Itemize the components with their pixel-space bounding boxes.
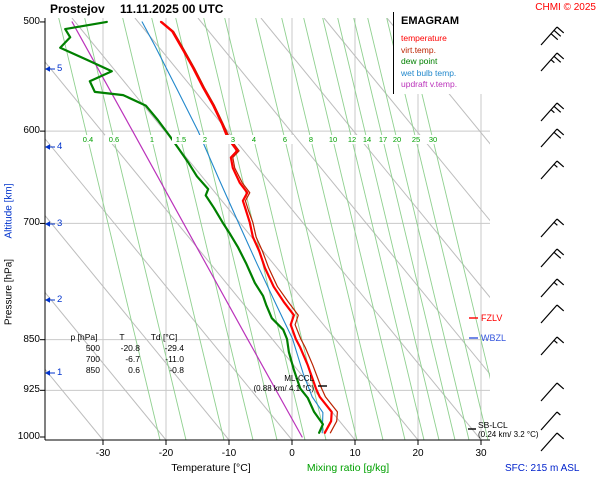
mixing-ratio-lines (58, 18, 490, 440)
mixing-ratio-value-label: 14 (358, 135, 376, 144)
mixing-ratio-value-label: 1.5 (172, 135, 190, 144)
temp-tick-label: 0 (289, 448, 295, 459)
sb-lcl-detail: (0.24 km/ 3.2 °C) (478, 430, 539, 439)
altitude-tick-label: 4 (57, 141, 63, 152)
temperature-axis-label: Temperature [°C] (171, 462, 251, 474)
pressure-tick-label: 600 (23, 125, 40, 137)
mixing-ratio-value-label: 3 (224, 135, 242, 144)
pressure-tick-label: 850 (23, 333, 40, 345)
pressure-tick-label: 1000 (17, 431, 40, 442)
table-header-row: p [hPa] T Td [°C] (66, 332, 186, 343)
mixing-ratio-value-label: 8 (302, 135, 320, 144)
pressure-tick-label: 500 (23, 15, 40, 27)
temp-tick-label: 20 (412, 448, 424, 459)
temp-tick-label: -30 (95, 448, 111, 459)
sounding-datetime: 11.11.2025 00 UTC (120, 2, 224, 16)
curve-wet-bulb-temp (141, 21, 324, 434)
altitude-tick-arrows (45, 66, 55, 376)
table-row: 700 -6.7 -11.0 (66, 354, 186, 365)
mixing-ratio-value-label: 20 (388, 135, 406, 144)
mixing-ratio-value-label: 1 (143, 135, 161, 144)
mixing-ratio-value-label: 0.4 (79, 135, 97, 144)
mixing-ratio-value-label: 2 (196, 135, 214, 144)
altitude-tick-label: 2 (57, 294, 63, 305)
station-name: Prostejov (50, 2, 105, 16)
altitude-axis-label: Altitude [km] (3, 183, 15, 239)
pressure-tick-label: 700 (23, 217, 40, 229)
legend-item: dew point (401, 56, 438, 66)
mixing-ratio-value-label: 30 (424, 135, 442, 144)
wbzl-label: WBZL (481, 333, 507, 343)
mixing-ratio-value-label: 6 (276, 135, 294, 144)
sounding-curves (59, 20, 338, 438)
mixing-ratio-value-label: 17 (374, 135, 392, 144)
table-cell: -29.4 (164, 343, 184, 353)
mixing-ratio-value-label: 0.6 (105, 135, 123, 144)
sounding-table: p [hPa] T Td [°C] 500 -20.8 -29.4 700 -6.7 -11.0… (66, 332, 186, 376)
mixing-ratio-value-label: 25 (407, 135, 425, 144)
annotation-ticks (318, 317, 478, 430)
mixing-ratio-value-label: 4 (245, 135, 263, 144)
table-cell: T (119, 332, 125, 342)
table-cell: 0.6 (128, 365, 140, 375)
altitude-tick-label: 3 (57, 218, 63, 229)
fzlv-label: FZLV (481, 313, 503, 323)
mixing-ratio-axis-label: Mixing ratio [g/kg] (306, 462, 390, 474)
axes (40, 18, 490, 445)
sb-lcl-label: SB-LCL (478, 420, 508, 430)
table-row: 500 -20.8 -29.4 (66, 343, 186, 354)
mixing-ratio-value-label: 12 (343, 135, 361, 144)
altitude-tick-label: 1 (57, 367, 63, 378)
table-cell: -6.7 (125, 354, 140, 364)
table-cell: Td [°C] (150, 332, 178, 342)
sb-lcl-annotation: SB-LCL (0.24 km/ 3.2 °C) (478, 420, 539, 440)
table-cell: 700 (85, 354, 100, 364)
curve-temperature (159, 20, 333, 434)
table-cell: -20.8 (120, 343, 140, 353)
altitude-tick-label: 5 (57, 63, 63, 74)
temp-tick-label: 30 (475, 448, 487, 459)
curve-dew-point (59, 20, 324, 434)
ml-ccl-detail: (0.88 km/ 4.1 °C) (253, 384, 314, 393)
table-cell: -11.0 (165, 354, 184, 364)
legend-title: EMAGRAM (401, 15, 460, 27)
copyright-label: CHMI © 2025 (535, 2, 596, 13)
temp-tick-label: -10 (221, 448, 237, 459)
legend-item: wet bulb temp. (401, 67, 457, 78)
table-row: 850 0.6 -0.8 (66, 365, 186, 376)
table-cell: 850 (85, 365, 100, 375)
legend: EMAGRAM temperature virt.temp. dew point we… (393, 12, 497, 94)
table-cell: p [hPa] (70, 332, 98, 342)
ml-ccl-label: ML-CCL (284, 374, 314, 383)
temp-tick-label: -20 (158, 448, 174, 459)
pressure-axis-label: Pressure [hPa] (3, 258, 15, 326)
wind-barbs (540, 26, 565, 452)
surface-elevation-label: SFC: 215 m ASL (505, 463, 580, 474)
mixing-ratio-value-label: 10 (324, 135, 342, 144)
table-cell: 500 (85, 343, 100, 353)
dry-adiabat-lines (45, 18, 490, 440)
ml-ccl-annotation: ML-CCL (0.88 km/ 4.1 °C) (226, 374, 314, 394)
legend-item: temperature (401, 33, 447, 43)
pressure-tick-label: 925 (23, 384, 40, 396)
legend-item: updraft v.temp. (401, 79, 458, 89)
legend-item-list: temperature virt.temp. dew point wet bulb t… (401, 33, 493, 91)
temp-tick-label: 10 (349, 448, 361, 459)
chart-title: Prostejov 11.11.2025 00 UTC (50, 2, 223, 16)
table-cell: -0.8 (169, 365, 184, 375)
legend-item: virt.temp. (401, 44, 436, 55)
